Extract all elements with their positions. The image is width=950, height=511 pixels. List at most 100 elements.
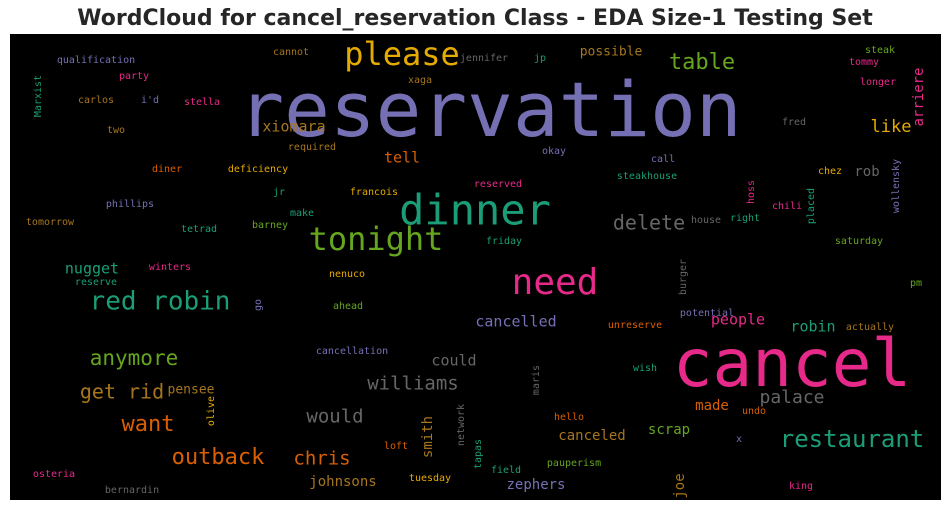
word-qualification: qualification: [57, 55, 135, 66]
word-steak: steak: [865, 45, 895, 56]
word-longer: longer: [860, 77, 896, 88]
word-dinner: dinner: [399, 186, 551, 235]
word-pauperism: pauperism: [547, 458, 601, 469]
word-osteria: osteria: [33, 469, 75, 480]
word-robin: robin: [790, 318, 835, 336]
word-zephers: zephers: [506, 477, 565, 493]
word-call: call: [651, 154, 675, 165]
word-red-robin: red robin: [90, 287, 231, 317]
word-tapas: tapas: [473, 439, 484, 469]
word-outback: outback: [172, 445, 265, 470]
word-saturday: saturday: [835, 236, 883, 247]
word-jp: jp: [534, 53, 546, 64]
word-people: people: [711, 311, 765, 329]
word-olive: olive: [206, 396, 217, 426]
word-tuesday: tuesday: [409, 473, 451, 484]
word-palace: palace: [759, 387, 824, 408]
word-could: could: [431, 352, 476, 370]
word-cancel: cancel: [673, 325, 911, 402]
word-jennifer: jennifer: [460, 53, 508, 64]
wordcloud-svg: reservation cancel dinner need tonight please…: [26, 35, 927, 499]
word-need: need: [512, 262, 599, 303]
word-johnsons: johnsons: [309, 474, 376, 490]
word-two: two: [107, 125, 125, 136]
word-deficiency: deficiency: [228, 164, 288, 175]
word-like: like: [871, 117, 912, 137]
word-cannot: cannot: [273, 47, 309, 58]
word-restaurant: restaurant: [780, 425, 925, 453]
word-reserve: reserve: [75, 277, 117, 288]
word-wollensky: wollensky: [891, 159, 902, 213]
word-party: party: [119, 71, 149, 82]
word-pensee: pensee: [168, 383, 215, 398]
word-xaga: xaga: [408, 75, 432, 86]
word-table: table: [669, 50, 735, 75]
word-bernardin: bernardin: [105, 485, 159, 496]
word-field: field: [491, 465, 521, 476]
word-xiomara: xiomara: [262, 118, 325, 136]
word-make: make: [290, 208, 314, 219]
word-stella: stella: [184, 97, 220, 108]
word-hello: hello: [554, 412, 584, 423]
word-canceled: canceled: [558, 428, 625, 444]
word-francois: francois: [350, 187, 398, 198]
word-undo: undo: [742, 406, 766, 417]
word-placed: placed: [806, 188, 817, 224]
word-cancelled: cancelled: [475, 313, 556, 331]
word-house: house: [691, 215, 721, 226]
word-chili: chili: [772, 201, 802, 212]
word-burger: burger: [678, 259, 689, 295]
word-fred: fred: [782, 117, 806, 128]
word-loft: loft: [384, 441, 408, 452]
word-i-d: i'd: [141, 95, 159, 106]
word-winters: winters: [149, 262, 191, 273]
word-smith: smith: [420, 416, 436, 458]
word-cancellation: cancellation: [316, 346, 388, 357]
word-joe: joe: [672, 473, 688, 498]
word-nugget: nugget: [65, 260, 119, 278]
word-barney: barney: [252, 220, 288, 231]
word-network: network: [456, 404, 467, 446]
word-rob: rob: [854, 164, 879, 180]
word-steakhouse: steakhouse: [617, 171, 677, 182]
word-unreserve: unreserve: [608, 320, 662, 331]
word-carlos: carlos: [78, 95, 114, 106]
word-ahead: ahead: [333, 301, 363, 312]
word-chez: chez: [818, 166, 842, 177]
word-actually: actually: [846, 322, 894, 333]
word-tommy: tommy: [849, 57, 879, 68]
word-possible: possible: [580, 45, 643, 60]
word-made: made: [695, 398, 729, 414]
word-hoss: hoss: [746, 180, 757, 204]
word-marxist: Marxist: [33, 75, 44, 117]
word-chris: chris: [293, 448, 350, 470]
word-want: want: [122, 412, 175, 437]
word-x: x: [736, 434, 742, 445]
word-get-rid: get rid: [80, 380, 164, 404]
word-reserved: reserved: [474, 179, 522, 190]
word-delete: delete: [613, 211, 685, 235]
word-nenuco: nenuco: [329, 269, 365, 280]
word-reservation: reservation: [238, 65, 741, 154]
word-pm: pm: [910, 278, 922, 289]
word-tomorrow: tomorrow: [26, 217, 75, 228]
word-friday: friday: [486, 236, 522, 247]
word-phillips: phillips: [106, 199, 154, 210]
word-would: would: [306, 406, 363, 428]
word-go: go: [253, 299, 264, 311]
word-wish: wish: [633, 363, 657, 374]
word-please: please: [344, 35, 460, 73]
word-right: right: [730, 213, 760, 224]
wordcloud-canvas: reservation cancel dinner need tonight please…: [10, 34, 941, 500]
word-required: required: [288, 142, 336, 153]
word-maris: maris: [531, 365, 542, 395]
word-scrap: scrap: [648, 422, 690, 438]
word-tetrad: tetrad: [181, 224, 217, 235]
word-jr: jr: [273, 187, 285, 198]
word-williams: williams: [367, 373, 459, 395]
word-diner: diner: [152, 164, 182, 175]
word-king: king: [789, 481, 813, 492]
word-arriere: arriere: [911, 67, 927, 126]
chart-title: WordCloud for cancel_reservation Class -…: [77, 6, 873, 31]
word-potential: potential: [680, 308, 734, 319]
